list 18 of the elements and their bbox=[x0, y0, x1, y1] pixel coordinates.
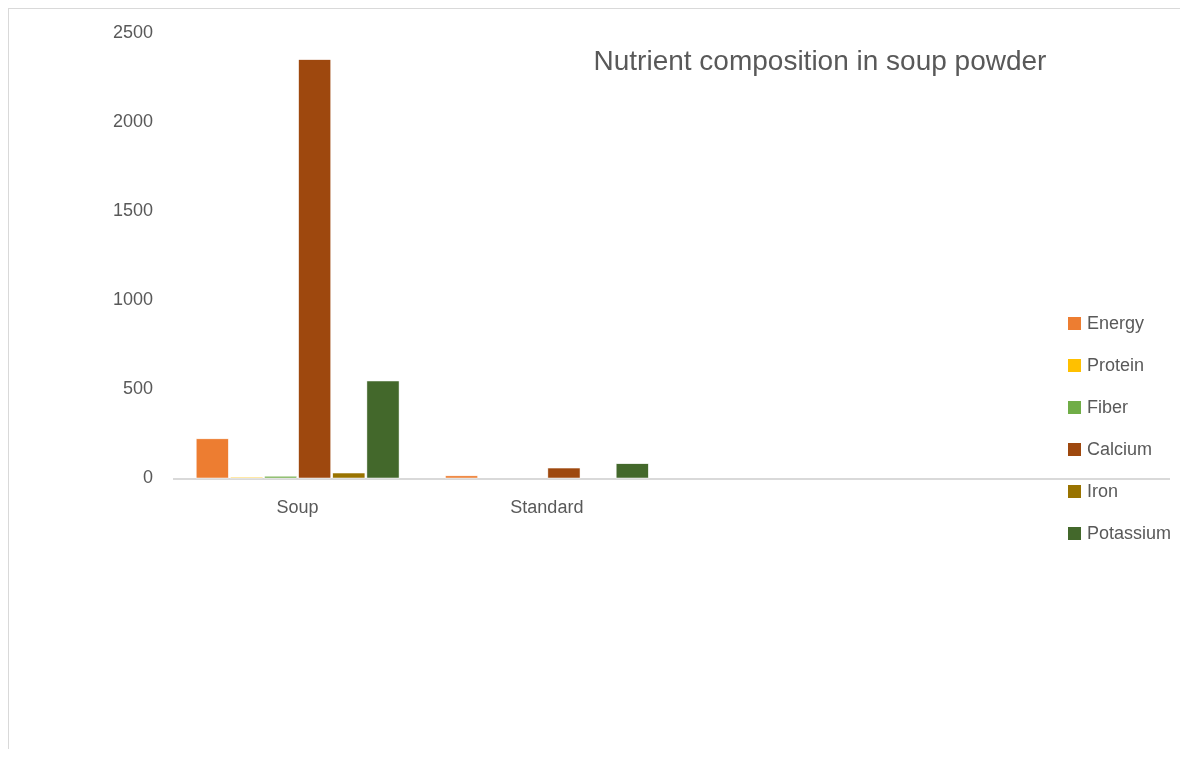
bar bbox=[547, 467, 581, 479]
bar bbox=[615, 463, 649, 479]
y-tick-label: 500 bbox=[122, 377, 153, 398]
legend-label: Iron bbox=[1087, 480, 1119, 501]
x-tick-label: Standard bbox=[510, 496, 584, 517]
legend-label: Energy bbox=[1087, 312, 1145, 333]
y-tick-label: 1500 bbox=[112, 199, 153, 220]
legend-label: Protein bbox=[1087, 354, 1145, 375]
legend-label: Calcium bbox=[1087, 438, 1153, 459]
y-tick-label: 1000 bbox=[112, 288, 153, 309]
y-tick-label: 2500 bbox=[112, 21, 153, 42]
legend-label: Fiber bbox=[1087, 396, 1129, 417]
bar bbox=[445, 475, 478, 479]
legend-label: Potassium bbox=[1087, 522, 1172, 543]
y-tick-label: 2000 bbox=[112, 110, 153, 131]
y-tick-label: 0 bbox=[142, 466, 153, 487]
x-tick-label: Soup bbox=[276, 496, 319, 517]
text: Nutrient composition in soup powder bbox=[593, 45, 1047, 77]
